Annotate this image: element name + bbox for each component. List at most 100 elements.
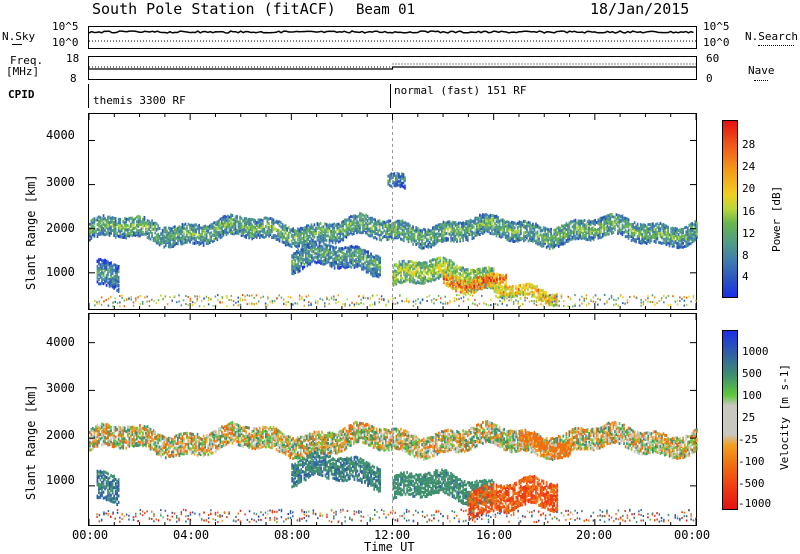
heatmap-cell (92, 224, 94, 228)
heatmap-cell (533, 284, 535, 288)
heatmap-cell (533, 232, 536, 236)
heatmap-cell (495, 294, 497, 298)
heatmap-cell (427, 230, 430, 234)
heatmap-cell (498, 288, 500, 292)
heatmap-cell (96, 216, 99, 220)
heatmap-cell (477, 271, 480, 275)
heatmap-cell (104, 228, 106, 232)
heatmap-cell (342, 220, 345, 224)
heatmap-cell (527, 287, 529, 291)
heatmap-cell (116, 264, 118, 268)
heatmap-cell (694, 228, 697, 232)
heatmap-cell (432, 277, 434, 281)
heatmap-cell (450, 234, 452, 237)
heatmap-cell (352, 245, 354, 249)
heatmap-cell (337, 236, 340, 240)
heatmap-cell (456, 239, 458, 243)
heatmap-cell (125, 233, 128, 237)
heatmap-cell (560, 228, 563, 232)
heatmap-cell (577, 225, 580, 229)
heatmap-cell (380, 238, 383, 242)
noise-cell (146, 295, 148, 298)
heatmap-cell (448, 269, 451, 273)
heatmap-cell (504, 224, 507, 228)
heatmap-cell (350, 254, 353, 258)
heatmap-cell (498, 219, 501, 223)
heatmap-cell (503, 275, 506, 279)
heatmap-cell (277, 237, 279, 241)
heatmap-cell (148, 234, 150, 238)
heatmap-cell (342, 229, 345, 233)
heatmap-cell (453, 239, 455, 243)
heatmap-cell (394, 233, 396, 237)
heatmap-cell (462, 266, 464, 270)
heatmap-cell (356, 231, 358, 235)
heatmap-cell (140, 223, 143, 227)
heatmap-cell (321, 248, 324, 252)
heatmap-cell (497, 218, 499, 221)
heatmap-cell (598, 232, 601, 236)
heatmap-cell (655, 223, 657, 227)
heatmap-cell (491, 269, 493, 273)
heatmap-cell (155, 233, 158, 237)
heatmap-cell (462, 281, 464, 285)
heatmap-cell (430, 229, 433, 233)
heatmap-cell (331, 223, 334, 227)
heatmap-cell (355, 247, 357, 251)
heatmap-cell (503, 283, 506, 287)
heatmap-cell (507, 231, 510, 235)
heatmap-cell (430, 279, 433, 283)
noise-cell (214, 295, 217, 298)
heatmap-cell (281, 232, 284, 236)
vel-cbar-tick-neg25: -25 (738, 433, 758, 446)
noise-cell (178, 294, 180, 297)
heatmap-cell (526, 234, 528, 238)
noise-cell (383, 298, 385, 300)
heatmap-cell (348, 220, 351, 224)
heatmap-cell (493, 285, 496, 289)
heatmap-cell (495, 286, 497, 290)
noise-cell (239, 303, 242, 306)
heatmap-cell (291, 254, 293, 258)
heatmap-cell (322, 228, 325, 232)
heatmap-cell (180, 226, 182, 229)
heatmap-cell (347, 263, 350, 267)
heatmap-cell (419, 236, 422, 240)
heatmap-cell (425, 261, 428, 265)
heatmap-cell (472, 289, 475, 292)
heatmap-cell (305, 253, 307, 257)
heatmap-cell (193, 226, 196, 230)
heatmap-cell (402, 185, 405, 189)
heatmap-cell (324, 261, 327, 265)
heatmap-cell (293, 229, 296, 232)
heatmap-cell (491, 282, 494, 286)
heatmap-cell (492, 217, 495, 221)
heatmap-cell (479, 272, 481, 276)
heatmap-cell (398, 230, 401, 234)
heatmap-cell (362, 257, 365, 261)
heatmap-cell (290, 233, 293, 237)
heatmap-cell (207, 225, 210, 229)
heatmap-cell (114, 285, 117, 289)
heatmap-cell (658, 229, 660, 233)
heatmap-cell (594, 235, 596, 239)
heatmap-cell (533, 294, 535, 298)
heatmap-cell (567, 237, 569, 241)
heatmap-cell (116, 269, 118, 272)
heatmap-cell (537, 288, 540, 292)
heatmap-cell (134, 217, 137, 221)
heatmap-cell (428, 276, 431, 280)
heatmap-cell (656, 230, 659, 234)
heatmap-cell (395, 227, 398, 231)
heatmap-cell (293, 241, 296, 245)
heatmap-cell (314, 255, 316, 259)
heatmap-cell (355, 260, 357, 264)
heatmap-cell (271, 224, 273, 228)
heatmap-cell (158, 237, 161, 241)
heatmap-cell (472, 276, 475, 280)
heatmap-cell (108, 231, 111, 235)
heatmap-cell (283, 241, 285, 245)
heatmap-cell (99, 227, 102, 231)
heatmap-cell (642, 235, 645, 239)
heatmap-cell (438, 263, 440, 266)
